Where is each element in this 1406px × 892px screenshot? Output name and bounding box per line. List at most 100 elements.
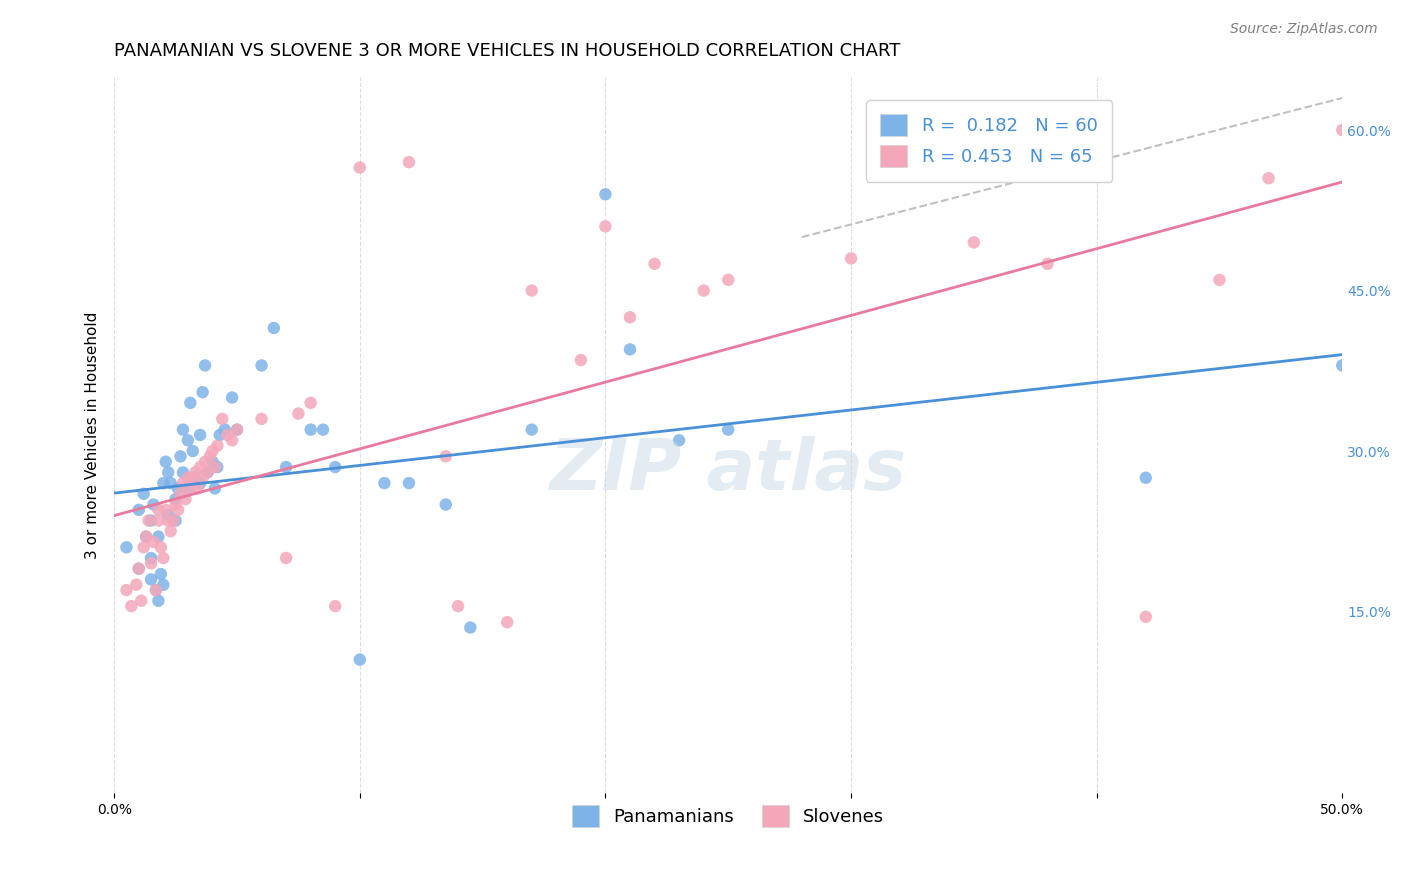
Point bbox=[129, 594, 152, 608]
Point bbox=[595, 187, 617, 202]
Point bbox=[132, 487, 155, 501]
Point bbox=[1135, 471, 1157, 485]
Point bbox=[207, 439, 229, 453]
Point bbox=[125, 578, 148, 592]
Point bbox=[167, 482, 190, 496]
Point bbox=[221, 391, 243, 405]
Point bbox=[157, 508, 180, 523]
Point bbox=[184, 471, 207, 485]
Point bbox=[132, 541, 155, 555]
Point bbox=[644, 257, 666, 271]
Point bbox=[194, 455, 217, 469]
Point bbox=[226, 423, 249, 437]
Point bbox=[434, 450, 457, 464]
Point bbox=[398, 155, 420, 169]
Point bbox=[1135, 610, 1157, 624]
Point bbox=[139, 557, 162, 571]
Point bbox=[692, 284, 714, 298]
Point bbox=[162, 514, 184, 528]
Point bbox=[177, 434, 200, 448]
Point bbox=[197, 466, 219, 480]
Point bbox=[179, 482, 201, 496]
Point bbox=[963, 235, 986, 250]
Point bbox=[128, 503, 150, 517]
Point bbox=[148, 530, 170, 544]
Point bbox=[207, 460, 229, 475]
Point bbox=[194, 359, 217, 373]
Point bbox=[152, 551, 174, 566]
Point bbox=[1036, 257, 1059, 271]
Point bbox=[668, 434, 690, 448]
Point bbox=[250, 359, 273, 373]
Point bbox=[188, 428, 211, 442]
Point bbox=[217, 428, 239, 442]
Point bbox=[1257, 171, 1279, 186]
Point bbox=[204, 482, 226, 496]
Point bbox=[191, 385, 214, 400]
Point bbox=[221, 434, 243, 448]
Point bbox=[142, 498, 165, 512]
Point bbox=[274, 460, 297, 475]
Point bbox=[434, 498, 457, 512]
Point bbox=[204, 460, 226, 475]
Point bbox=[717, 273, 740, 287]
Point bbox=[447, 599, 470, 614]
Point bbox=[135, 530, 157, 544]
Point bbox=[184, 466, 207, 480]
Point bbox=[169, 487, 191, 501]
Point bbox=[299, 423, 322, 437]
Text: PANAMANIAN VS SLOVENE 3 OR MORE VEHICLES IN HOUSEHOLD CORRELATION CHART: PANAMANIAN VS SLOVENE 3 OR MORE VEHICLES… bbox=[114, 42, 901, 60]
Point bbox=[181, 471, 204, 485]
Text: Source: ZipAtlas.com: Source: ZipAtlas.com bbox=[1230, 22, 1378, 37]
Point bbox=[155, 455, 177, 469]
Point bbox=[595, 219, 617, 234]
Point bbox=[128, 562, 150, 576]
Point bbox=[128, 562, 150, 576]
Point bbox=[373, 476, 395, 491]
Point bbox=[717, 423, 740, 437]
Point bbox=[181, 444, 204, 458]
Point bbox=[165, 498, 187, 512]
Point bbox=[139, 551, 162, 566]
Point bbox=[211, 412, 233, 426]
Point bbox=[169, 450, 191, 464]
Point bbox=[139, 573, 162, 587]
Point bbox=[274, 551, 297, 566]
Point bbox=[496, 615, 519, 630]
Point bbox=[145, 583, 167, 598]
Point bbox=[149, 567, 172, 582]
Point bbox=[187, 482, 209, 496]
Point bbox=[159, 524, 181, 539]
Point bbox=[569, 353, 592, 368]
Point bbox=[214, 423, 236, 437]
Point bbox=[198, 450, 221, 464]
Point bbox=[460, 621, 482, 635]
Point bbox=[157, 466, 180, 480]
Point bbox=[520, 284, 543, 298]
Point bbox=[165, 514, 187, 528]
Y-axis label: 3 or more Vehicles in Household: 3 or more Vehicles in Household bbox=[86, 311, 100, 558]
Point bbox=[159, 476, 181, 491]
Point bbox=[1331, 123, 1354, 137]
Point bbox=[157, 514, 180, 528]
Point bbox=[312, 423, 335, 437]
Point bbox=[179, 396, 201, 410]
Point bbox=[148, 514, 170, 528]
Point bbox=[201, 444, 224, 458]
Point bbox=[520, 423, 543, 437]
Point bbox=[172, 476, 194, 491]
Point bbox=[149, 541, 172, 555]
Point bbox=[148, 594, 170, 608]
Point bbox=[263, 321, 285, 335]
Legend: Panamanians, Slovenes: Panamanians, Slovenes bbox=[565, 798, 891, 835]
Point bbox=[165, 492, 187, 507]
Point bbox=[167, 503, 190, 517]
Point bbox=[135, 530, 157, 544]
Point bbox=[287, 407, 309, 421]
Point bbox=[115, 541, 138, 555]
Point bbox=[1208, 273, 1230, 287]
Point bbox=[177, 471, 200, 485]
Point bbox=[120, 599, 142, 614]
Point bbox=[177, 482, 200, 496]
Point bbox=[174, 492, 197, 507]
